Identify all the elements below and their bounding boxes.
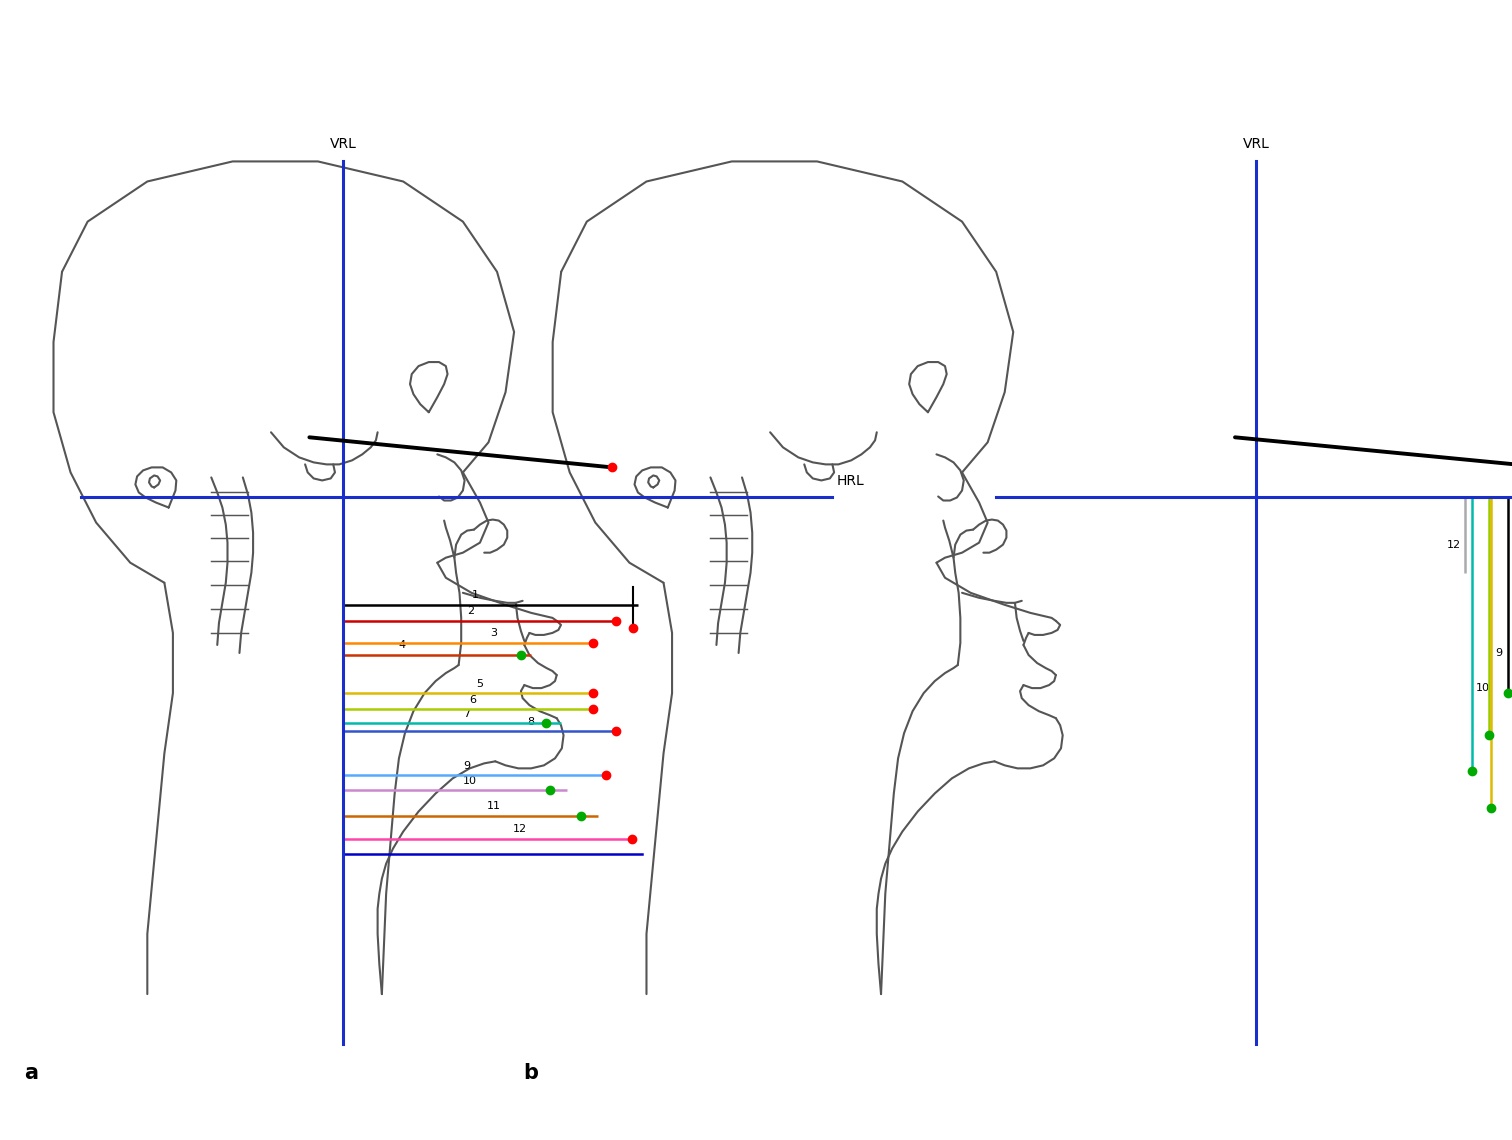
Text: 8: 8: [526, 717, 534, 726]
Text: 10: 10: [1476, 683, 1489, 693]
Text: 2: 2: [467, 606, 475, 617]
Text: 3: 3: [490, 628, 497, 638]
Text: 9: 9: [463, 760, 470, 771]
Text: VRL: VRL: [330, 138, 357, 152]
Text: 6: 6: [470, 694, 476, 705]
Text: 4: 4: [399, 641, 407, 651]
Text: 9: 9: [1495, 648, 1503, 658]
Text: HRL: HRL: [836, 474, 863, 488]
Text: 10: 10: [463, 776, 476, 785]
Text: 12: 12: [1447, 539, 1461, 549]
Text: 12: 12: [513, 824, 526, 834]
Text: 11: 11: [487, 801, 500, 811]
Text: 7: 7: [463, 709, 470, 718]
Text: b: b: [523, 1062, 538, 1083]
Text: 5: 5: [476, 678, 482, 689]
Text: VRL: VRL: [1243, 138, 1270, 152]
Text: a: a: [24, 1062, 38, 1083]
Text: 1: 1: [472, 591, 478, 601]
